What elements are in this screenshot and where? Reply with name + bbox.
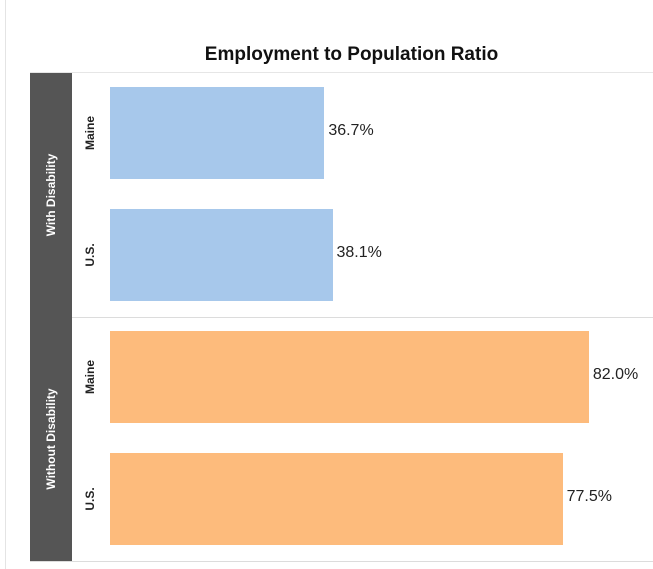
bar [110,209,333,301]
chart-title: Employment to Population Ratio [204,44,499,65]
group-separator [30,561,653,562]
category-label-text: U.S. [83,243,97,267]
bar [110,87,325,179]
bar-value-label: 82.0% [592,366,639,383]
chart-top-rule [30,72,653,73]
category-label: U.S. [72,487,108,511]
bar-value-label: 77.5% [566,488,612,505]
group-label: With Disability [44,153,58,237]
category-label: Maine [72,360,108,394]
group-band-1: Without Disability [30,317,72,561]
category-label-text: U.S. [83,487,97,511]
category-label-text: Maine [83,359,97,395]
group-separator [30,317,653,318]
group-label: Without Disability [44,388,58,490]
category-label: U.S. [72,243,108,267]
bar [110,453,563,545]
category-label: Maine [72,116,108,150]
group-band-0: With Disability [30,73,72,317]
bar-value-label: 36.7% [328,122,374,139]
category-label-text: Maine [83,115,97,151]
bar [110,331,589,423]
page-left-border [5,0,6,569]
bar-value-label: 38.1% [336,244,382,261]
